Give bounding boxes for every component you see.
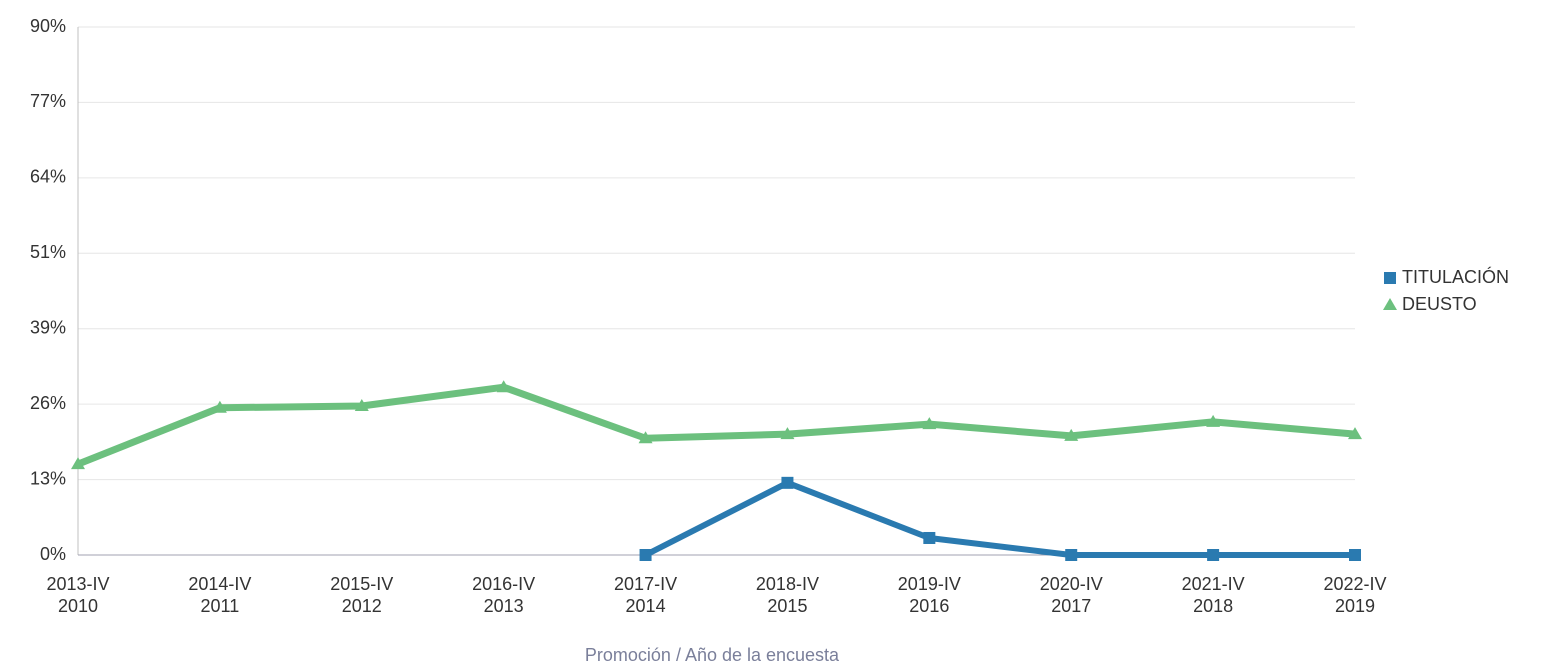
- x-tick-label: 2015-IV: [330, 574, 393, 594]
- x-tick-label: 2016-IV: [472, 574, 535, 594]
- x-tick-label: 2017-IV: [614, 574, 677, 594]
- x-tick-label: 2010: [58, 596, 98, 616]
- x-tick-label: 2014: [626, 596, 666, 616]
- x-axis-title: Promoción / Año de la encuesta: [585, 645, 840, 665]
- x-tick-label: 2012: [342, 596, 382, 616]
- y-tick-label: 90%: [30, 16, 66, 36]
- series-line: [644, 479, 1355, 558]
- marker: [496, 380, 511, 393]
- marker: [1206, 414, 1221, 427]
- marker: [1065, 549, 1078, 561]
- marker: [1348, 427, 1362, 440]
- x-tick-label: 2019-IV: [898, 574, 961, 594]
- y-tick-label: 13%: [30, 468, 66, 488]
- marker: [212, 400, 227, 413]
- y-tick-label: 39%: [30, 317, 66, 337]
- marker: [354, 398, 369, 411]
- y-tick-label: 51%: [30, 242, 66, 262]
- marker: [922, 417, 937, 430]
- y-tick-label: 26%: [30, 393, 66, 413]
- marker: [1064, 428, 1079, 441]
- marker: [780, 427, 795, 440]
- y-tick-label: 77%: [30, 91, 66, 111]
- x-tick-label: 2011: [201, 596, 240, 616]
- marker: [638, 431, 653, 444]
- marker: [639, 549, 652, 561]
- marker: [71, 457, 85, 470]
- x-tick-label: 2022-IV: [1323, 574, 1386, 594]
- x-tick-label: 2013-IV: [46, 574, 109, 594]
- marker: [923, 531, 936, 544]
- x-tick-label: 2018: [1193, 596, 1233, 616]
- x-tick-label: 2014-IV: [188, 574, 251, 594]
- legend-label: TITULACIÓN: [1402, 266, 1509, 287]
- marker: [1207, 549, 1220, 561]
- y-tick-label: 0%: [40, 544, 66, 564]
- legend-marker: [1384, 272, 1396, 284]
- x-tick-label: 2015: [767, 596, 807, 616]
- marker: [781, 476, 794, 489]
- y-tick-label: 64%: [30, 167, 66, 187]
- x-tick-label: 2016: [909, 596, 949, 616]
- x-tick-label: 2021-IV: [1182, 574, 1245, 594]
- marker: [1349, 549, 1361, 561]
- x-tick-label: 2017: [1051, 596, 1091, 616]
- series-line: [76, 383, 1356, 468]
- x-tick-label: 2018-IV: [756, 574, 819, 594]
- legend-label: DEUSTO: [1402, 294, 1477, 314]
- x-tick-label: 2019: [1335, 596, 1375, 616]
- legend-marker: [1383, 298, 1397, 310]
- x-tick-label: 2020-IV: [1040, 574, 1103, 594]
- x-tick-label: 2013: [484, 596, 524, 616]
